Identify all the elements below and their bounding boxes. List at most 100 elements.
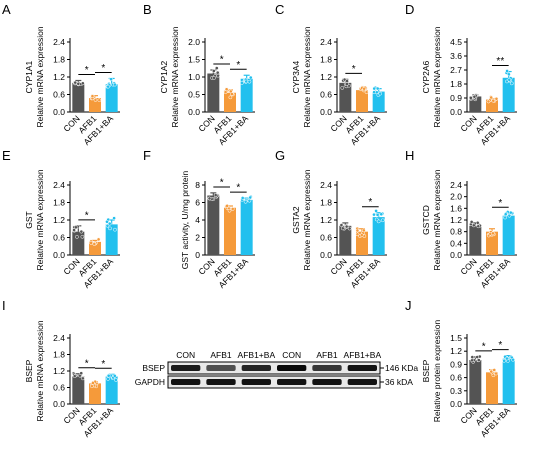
y-tick-label: 4 <box>195 215 200 225</box>
data-point <box>505 356 509 361</box>
blot-band <box>277 365 307 371</box>
data-point <box>247 198 252 203</box>
data-point <box>72 228 76 232</box>
significance-star: * <box>220 178 224 189</box>
data-point <box>113 82 117 87</box>
bar-0 <box>339 82 352 112</box>
y-tick-label: 0.9 <box>450 359 462 369</box>
y-tick-label: 2.4 <box>320 37 332 47</box>
chart-panel-e: E 0.0 0.6 1.2 1.8 2.4 Relative mRNA expression… <box>2 148 120 290</box>
y-axis-label: GST activity, U/mg protein <box>180 171 190 270</box>
data-point <box>248 195 253 200</box>
blot-band <box>277 379 307 385</box>
lane-label: AFB1+BA <box>238 350 276 360</box>
y-tick-label: 0.3 <box>450 386 462 396</box>
data-point <box>243 199 248 204</box>
data-point <box>372 86 377 91</box>
data-point <box>494 96 499 101</box>
y-tick-label: 1.2 <box>450 346 462 356</box>
data-point <box>374 209 378 213</box>
data-point <box>106 373 111 378</box>
data-point <box>216 73 220 78</box>
y-tick-label: 2.4 <box>450 180 462 190</box>
bar-1 <box>89 383 101 404</box>
bar-0 <box>469 360 482 404</box>
y-tick-label: 0.6 <box>53 233 65 243</box>
data-point <box>375 86 380 91</box>
blot-band <box>171 379 201 385</box>
data-point <box>244 79 249 84</box>
protein-label: GAPDH <box>135 377 165 387</box>
data-point <box>503 215 507 220</box>
y-axis-label: Relative mRNA expression <box>35 320 45 421</box>
bar-1 <box>486 231 498 255</box>
data-point <box>375 213 380 217</box>
gene-label: GSTA2 <box>291 206 301 234</box>
data-point <box>340 86 345 90</box>
y-tick-label: 1.8 <box>320 198 332 208</box>
data-point <box>240 196 245 200</box>
y-tick-label: 2.4 <box>53 180 65 190</box>
data-point <box>380 218 385 223</box>
gene-label: CYP1A1 <box>24 60 34 93</box>
bar-2 <box>372 91 385 112</box>
significance-star: * <box>101 63 105 74</box>
significance-star: * <box>236 183 240 194</box>
panel-letter: J <box>405 298 412 313</box>
y-tick-label: 1.8 <box>53 350 65 360</box>
significance-star: * <box>220 55 224 66</box>
data-point <box>80 234 85 239</box>
blot-band <box>241 365 271 371</box>
bar-2 <box>502 77 515 112</box>
y-tick-label: 1.2 <box>53 366 65 376</box>
data-point <box>215 70 220 75</box>
gene-label: CYP1A2 <box>159 60 169 93</box>
data-point <box>240 81 244 85</box>
data-point <box>213 193 218 197</box>
y-axis-label: Relative mRNA expression <box>35 169 45 270</box>
data-point <box>212 69 216 73</box>
data-point <box>469 220 474 224</box>
panel-letter: C <box>275 2 284 17</box>
significance-star: * <box>85 65 89 76</box>
bar-1 <box>224 92 236 112</box>
bar-1 <box>89 98 101 112</box>
bar-2 <box>502 215 515 255</box>
significance-star: * <box>352 64 356 75</box>
gene-label: CYP3A4 <box>291 60 301 93</box>
data-point <box>107 221 112 226</box>
blot-band <box>312 379 342 385</box>
data-point <box>91 381 95 385</box>
y-tick-label: 8 <box>195 180 200 190</box>
y-tick-label: 0.0 <box>53 250 65 260</box>
data-point <box>96 237 101 242</box>
y-axis-label: Relative mRNA expression <box>302 26 312 127</box>
data-point <box>486 99 491 104</box>
data-point <box>470 355 475 359</box>
data-point <box>345 79 349 83</box>
data-point <box>74 225 78 230</box>
data-point <box>494 371 498 376</box>
significance-star: * <box>85 210 89 221</box>
y-axis-label: Relative protein expression <box>432 319 442 422</box>
y-axis-label: Relative mRNA expression <box>170 26 180 127</box>
data-point <box>489 369 494 374</box>
panel-letter: G <box>275 148 285 163</box>
data-point <box>340 226 345 231</box>
significance-star: * <box>85 358 89 369</box>
data-point <box>90 94 95 99</box>
y-tick-label: 1.2 <box>450 215 462 225</box>
bar-1 <box>356 90 368 112</box>
panel-letter: E <box>2 148 11 163</box>
y-tick-label: 0.6 <box>320 233 332 243</box>
bar-0 <box>469 225 482 255</box>
data-point <box>224 87 229 92</box>
data-point <box>374 90 379 95</box>
data-point <box>227 208 232 213</box>
data-point <box>230 207 235 211</box>
y-tick-label: 0.8 <box>450 227 462 237</box>
data-point <box>372 212 376 217</box>
data-point <box>503 212 508 217</box>
